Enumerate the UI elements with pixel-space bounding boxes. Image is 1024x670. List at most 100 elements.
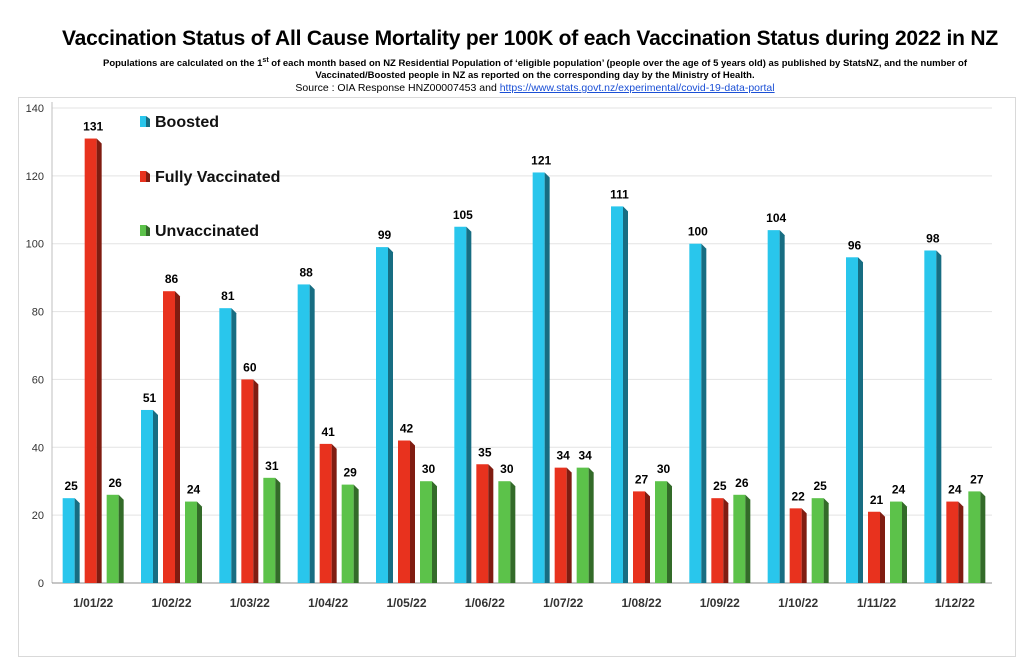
bar-side-face (253, 379, 259, 583)
data-label: 25 (713, 479, 727, 493)
data-label: 34 (578, 449, 592, 463)
legend-swatch-side (146, 116, 150, 127)
data-label: 24 (892, 483, 906, 497)
data-label: 111 (610, 187, 629, 201)
bar-fully-vaccinated (84, 138, 97, 584)
data-label: 60 (243, 360, 257, 374)
bar-side-face (801, 508, 807, 583)
bar-fully-vaccinated (163, 291, 175, 583)
bar-side-face (175, 291, 180, 583)
bar-side-face (388, 247, 393, 583)
bar-side-face (880, 511, 885, 583)
bar-side-face (645, 491, 650, 583)
data-label: 27 (970, 472, 984, 486)
data-label: 99 (378, 228, 392, 242)
bar-unvaccinated (341, 484, 354, 583)
bar-side-face (488, 464, 494, 583)
bar-boosted (219, 308, 232, 583)
data-label: 26 (735, 476, 749, 490)
data-label: 25 (64, 479, 78, 493)
data-label: 30 (500, 462, 514, 476)
data-label: 22 (791, 489, 805, 503)
data-label: 81 (221, 289, 235, 303)
subtitle-text-end: of each month based on NZ Residential Po… (268, 58, 967, 70)
bar-side-face (701, 243, 707, 583)
source-prefix: Source : OIA Response HNZ00007453 and (295, 82, 500, 94)
data-label: 31 (265, 459, 279, 473)
bar-boosted (454, 226, 467, 583)
y-tick-label: 0 (38, 578, 44, 590)
y-tick-label: 20 (32, 510, 44, 522)
bar-unvaccinated (576, 467, 589, 583)
x-tick-label: 1/12/22 (935, 596, 975, 610)
data-label: 121 (531, 153, 551, 167)
data-label: 88 (299, 265, 313, 279)
bar-side-face (96, 138, 102, 584)
bar-unvaccinated (420, 481, 432, 583)
x-tick-label: 1/03/22 (230, 596, 270, 610)
bar-side-face (231, 308, 237, 583)
bar-fully-vaccinated (789, 508, 802, 583)
bar-unvaccinated (733, 494, 746, 583)
bar-fully-vaccinated (241, 379, 254, 583)
bar-side-face (936, 250, 942, 583)
x-tick-label: 1/06/22 (465, 596, 505, 610)
legend-swatch (140, 171, 146, 182)
bar-side-face (74, 498, 80, 583)
subtitle-line-2: Vaccinated/Boosted people in NZ as repor… (315, 70, 755, 82)
data-label: 34 (556, 449, 570, 463)
bar-boosted (611, 206, 623, 583)
bar-side-face (544, 172, 550, 583)
x-tick-label: 1/11/22 (857, 596, 897, 610)
bar-side-face (197, 501, 202, 583)
data-label: 105 (453, 208, 473, 222)
legend-swatch (140, 225, 146, 236)
data-label: 21 (870, 493, 884, 507)
bar-boosted (62, 498, 75, 583)
x-tick-label: 1/10/22 (778, 596, 818, 610)
bar-side-face (466, 226, 472, 583)
legend-label: Unvaccinated (155, 223, 259, 240)
source-link[interactable]: https://www.stats.govt.nz/experimental/c… (499, 82, 775, 94)
data-label: 42 (400, 422, 414, 436)
bar-fully-vaccinated (554, 467, 567, 583)
bar-fully-vaccinated (946, 501, 959, 583)
bar-side-face (309, 284, 315, 583)
bar-unvaccinated (890, 501, 902, 583)
y-tick-label: 120 (26, 171, 44, 183)
bar-boosted (376, 247, 388, 583)
x-tick-label: 1/01/22 (73, 596, 113, 610)
bar-side-face (779, 230, 785, 583)
data-label: 86 (165, 272, 179, 286)
bar-boosted (689, 243, 702, 583)
bar-side-face (902, 501, 907, 583)
bar-side-face (858, 257, 863, 583)
data-label: 104 (766, 211, 786, 225)
bar-unvaccinated (968, 491, 981, 583)
data-label: 27 (635, 472, 649, 486)
x-tick-label: 1/02/22 (151, 596, 191, 610)
bar-side-face (623, 206, 628, 583)
bar-fully-vaccinated (633, 491, 645, 583)
bar-fully-vaccinated (868, 511, 880, 583)
x-tick-label: 1/07/22 (543, 596, 583, 610)
data-label: 51 (143, 391, 157, 405)
chart-title: Vaccination Status of All Cause Mortalit… (62, 27, 998, 50)
data-label: 100 (688, 225, 708, 239)
bar-side-face (745, 494, 751, 583)
bar-side-face (823, 498, 829, 583)
data-label: 96 (848, 238, 862, 252)
legend-swatch-side (146, 225, 150, 236)
bar-side-face (980, 491, 986, 583)
bar-side-face (588, 467, 594, 583)
legend-swatch (140, 116, 146, 127)
bar-side-face (331, 443, 337, 583)
data-label: 35 (478, 445, 492, 459)
bar-boosted (532, 172, 545, 583)
data-label: 131 (83, 120, 103, 134)
data-label: 98 (926, 232, 940, 246)
data-label: 26 (108, 476, 122, 490)
bar-side-face (410, 440, 415, 583)
legend-label: Fully Vaccinated (155, 169, 280, 186)
